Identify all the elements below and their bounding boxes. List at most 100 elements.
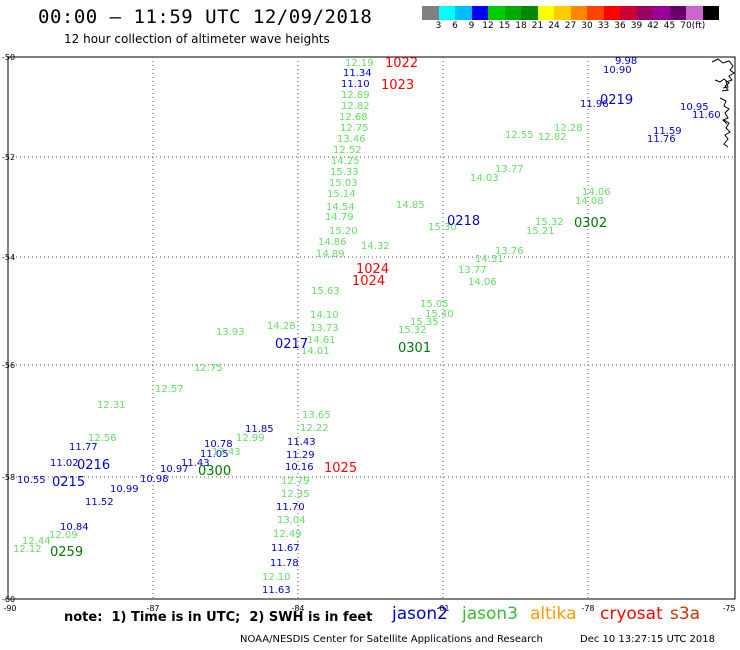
color-scale-label: 36 [614, 21, 626, 31]
track-value-label: 10.84 [60, 522, 89, 533]
track-value-label: 15.40 [425, 309, 454, 320]
track-value-label: 12.10 [262, 572, 291, 583]
track-value-label: 14.06 [582, 187, 611, 198]
track-time-label: 0215 [52, 475, 85, 490]
coastline-path [719, 97, 730, 125]
coastline-islands [711, 58, 735, 148]
color-swatch [686, 6, 703, 20]
track-value-label: 13.43 [212, 447, 241, 458]
track-values: 12.1911.3411.1012.8912.8212.6812.7513.46… [13, 56, 721, 596]
track-value-label: 11.02 [50, 458, 79, 469]
color-swatch [488, 6, 505, 20]
track-value-label: 11.34 [343, 68, 372, 79]
track-value-label: 15.63 [311, 286, 340, 297]
color-scale-label: 30 [581, 21, 593, 31]
track-time-label: 0219 [600, 93, 633, 108]
track-value-label: 9.98 [615, 56, 637, 67]
footer-note: note: 1) Time is in UTC; 2) SWH is in fe… [64, 610, 373, 625]
track-value-label: 15.21 [526, 226, 555, 237]
track-value-label: 12.31 [97, 400, 126, 411]
track-value-label: 11.29 [286, 450, 315, 461]
track-value-label: 12.44 [22, 536, 51, 547]
track-value-label: 11.63 [262, 585, 291, 596]
track-value-label: 12.57 [155, 384, 184, 395]
track-value-label: 11.52 [85, 497, 114, 508]
track-value-label: 10.55 [17, 475, 46, 486]
track-value-label: 14.61 [307, 335, 336, 346]
color-swatch [504, 6, 521, 20]
longitude-tick-label: -84 [291, 604, 304, 613]
color-scale-bar [422, 6, 719, 20]
generation-timestamp: Dec 10 13:27:15 UTC 2018 [580, 634, 715, 645]
track-time-label: 0216 [77, 458, 110, 473]
track-time-label: 0218 [447, 214, 480, 229]
track-value-label: 15.32 [398, 325, 427, 336]
color-swatch [636, 6, 653, 20]
track-value-label: 11.96 [580, 99, 609, 110]
color-swatch [554, 6, 571, 20]
legend-jason3: jason3 [462, 604, 518, 624]
color-swatch [570, 6, 587, 20]
axis-tick-labels: -90 -87 -84 -81 -78 -75 -50 -52 -54 -56 -58 -60 [2, 53, 736, 613]
track-value-label: 12.75 [194, 363, 223, 374]
color-scale-label: 70 [680, 21, 692, 31]
color-scale-label: 12 [482, 21, 494, 31]
color-scale-label: 42 [647, 21, 659, 31]
track-value-label: 14.89 [316, 249, 345, 260]
coastline-path [723, 119, 731, 148]
track-time-label: 1024 [352, 274, 385, 289]
color-scale-label: 15 [498, 21, 511, 31]
track-value-label: 13.77 [495, 164, 524, 175]
track-time-label: 1024 [356, 262, 389, 277]
color-scale-label: 24 [548, 21, 560, 31]
color-scale-label: 9 [468, 21, 475, 31]
color-swatch [620, 6, 637, 20]
track-value-label: 12.82 [341, 101, 370, 112]
track-value-label: 11.70 [276, 502, 305, 513]
track-time-label: 1023 [381, 78, 414, 93]
track-value-label: 14.06 [468, 277, 497, 288]
track-value-label: 14.01 [301, 346, 330, 357]
color-swatch [669, 6, 686, 20]
track-value-label: 10.98 [140, 474, 169, 485]
track-value-label: 15.05 [420, 299, 449, 310]
track-value-label: 12.49 [273, 529, 302, 540]
credit-text: NOAA/NESDIS Center for Satellite Applica… [240, 634, 543, 645]
color-scale-label: 45 [663, 21, 676, 31]
track-value-label: 15.35 [410, 317, 439, 328]
track-value-label: 11.85 [245, 424, 274, 435]
track-value-label: 12.82 [538, 132, 567, 143]
track-value-label: 15.33 [330, 167, 359, 178]
track-value-label: 13.76 [495, 246, 524, 257]
color-scale-label: 3 [435, 21, 442, 31]
color-scale-label: 18 [515, 21, 527, 31]
track-value-label: 13.77 [458, 265, 487, 276]
track-value-label: 11.78 [270, 558, 299, 569]
track-value-label: 10.97 [160, 464, 189, 475]
latitude-tick-label: -54 [2, 253, 15, 262]
color-swatch [653, 6, 670, 20]
track-value-label: 12.09 [49, 530, 78, 541]
track-time-label: 1022 [385, 56, 418, 71]
color-scale-label: 39 [630, 21, 643, 31]
color-swatch [438, 6, 455, 20]
color-scale-labels: 3 6 9 12 15 18 21 24 27 30 33 36 39 42 45 70 (ft) [422, 21, 737, 33]
track-value-label: 10.90 [603, 65, 632, 76]
latitude-tick-label: -58 [2, 473, 15, 482]
track-value-label: 11.05 [200, 449, 229, 460]
legend-altika: altika [530, 604, 577, 624]
color-swatch [455, 6, 472, 20]
track-value-label: 12.19 [345, 58, 374, 69]
track-value-label: 13.73 [310, 323, 339, 334]
track-value-label: 13.46 [337, 134, 366, 145]
track-value-label: 11.59 [653, 126, 682, 137]
color-scale-label: 27 [564, 21, 577, 31]
color-scale-label: 21 [531, 21, 544, 31]
track-value-label: 14.08 [575, 196, 604, 207]
track-value-label: 11.76 [647, 134, 676, 145]
track-time-label: 1025 [324, 461, 357, 476]
track-value-label: 11.43 [287, 437, 316, 448]
track-value-label: 12.12 [13, 544, 42, 555]
